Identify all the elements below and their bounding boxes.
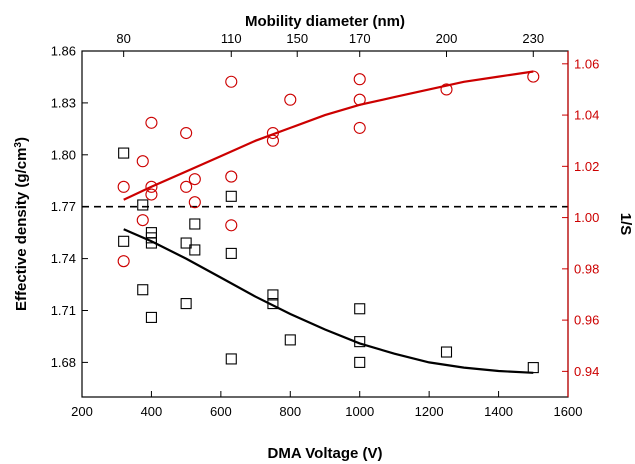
inverse-s-point-19 <box>353 121 366 134</box>
y-left-tick-label-4: 1.80 <box>51 147 76 162</box>
inverse-s-point-14 <box>266 126 279 140</box>
x-tick-label-1: 400 <box>141 404 163 419</box>
inverse-s-point-2 <box>136 155 149 168</box>
x-axis-title: DMA Voltage (V) <box>268 445 383 462</box>
density-point-15 <box>267 289 279 301</box>
density-point-14 <box>225 353 237 365</box>
y-left-tick-label-2: 1.74 <box>51 251 76 266</box>
y-left-tick-label-1: 1.71 <box>51 303 76 318</box>
density-point-1 <box>118 235 130 247</box>
density-point-12 <box>225 190 237 202</box>
top-axis-title: Mobility diameter (nm) <box>245 13 405 30</box>
density-point-10 <box>189 218 201 230</box>
y-right-tick-label-6: 1.06 <box>574 56 599 71</box>
fit-curve-inverse-s <box>123 70 534 201</box>
inverse-s-point-5 <box>145 180 158 193</box>
x-tick-label-0: 200 <box>71 404 93 419</box>
y-left-tick-label-6: 1.86 <box>51 44 76 59</box>
inverse-s-point-9 <box>188 173 201 186</box>
top-tick-label-3: 170 <box>349 31 371 46</box>
x-tick-label-4: 1000 <box>345 404 374 419</box>
inverse-s-point-7 <box>180 126 193 140</box>
inverse-s-point-0 <box>117 180 130 193</box>
density-point-11 <box>189 244 201 256</box>
inverse-s-point-21 <box>527 70 540 83</box>
marks-layer <box>82 70 568 374</box>
density-point-6 <box>145 237 157 249</box>
x-tick-label-3: 800 <box>279 404 301 419</box>
top-tick-label-2: 150 <box>286 31 308 46</box>
left-axis-title-main: Effective density (g/cm <box>13 148 30 311</box>
x-tick-label-6: 1400 <box>484 404 513 419</box>
y-right-tick-label-0: 0.94 <box>574 364 599 379</box>
y-left-tick-label-0: 1.68 <box>51 355 76 370</box>
density-point-13 <box>225 247 237 259</box>
y-left-tick-label-3: 1.77 <box>51 199 76 214</box>
density-point-2 <box>137 199 149 211</box>
inverse-s-point-16 <box>284 93 297 106</box>
top-tick-label-4: 200 <box>436 31 458 46</box>
inverse-s-point-3 <box>136 214 149 227</box>
density-point-19 <box>354 336 366 348</box>
inverse-s-point-17 <box>353 73 366 86</box>
fit-curve-density <box>123 228 534 374</box>
inverse-s-point-15 <box>266 134 279 147</box>
y-right-tick-label-3: 1.00 <box>574 210 599 225</box>
inverse-s-point-13 <box>225 219 238 232</box>
inverse-s-point-1 <box>117 255 130 268</box>
inverse-s-point-8 <box>180 180 193 193</box>
inverse-s-point-18 <box>353 93 366 106</box>
y-right-tick-label-1: 0.96 <box>574 313 599 328</box>
top-tick-label-5: 230 <box>522 31 544 46</box>
right-axis-title: 1/S <box>617 213 634 236</box>
density-point-18 <box>354 303 366 315</box>
left-axis-title-close: ) <box>13 137 30 142</box>
density-point-9 <box>180 298 192 310</box>
y-right-tick-label-2: 0.98 <box>574 261 599 276</box>
x-tick-label-2: 600 <box>210 404 232 419</box>
density-point-8 <box>180 237 192 249</box>
inverse-s-point-11 <box>225 75 238 88</box>
inverse-s-point-6 <box>145 188 158 201</box>
density-point-21 <box>440 346 453 358</box>
left-axis-title-sup: 3 <box>13 142 24 148</box>
top-tick-label-1: 110 <box>221 31 242 46</box>
inverse-s-point-4 <box>145 116 158 129</box>
density-point-17 <box>284 334 296 346</box>
x-tick-label-7: 1600 <box>554 404 583 419</box>
density-point-20 <box>354 356 366 368</box>
density-point-16 <box>267 298 279 310</box>
density-point-7 <box>145 311 157 323</box>
y-right-tick-label-4: 1.02 <box>574 159 599 174</box>
top-tick-label-0: 80 <box>116 31 130 46</box>
plot-frame <box>81 50 569 398</box>
x-tick-label-5: 1200 <box>415 404 444 419</box>
inverse-s-point-20 <box>440 83 453 96</box>
inverse-s-point-10 <box>188 196 201 209</box>
density-point-3 <box>137 284 149 296</box>
inverse-s-point-12 <box>225 170 238 183</box>
ticks-layer: 200 400 600 800 1000 1200 1400 1600 80 110 150 170 2… <box>51 31 600 419</box>
left-axis-title: Effective density (g/cm3) <box>13 137 31 311</box>
density-point-0 <box>118 147 130 159</box>
density-point-22 <box>527 362 539 374</box>
y-right-tick-label-5: 1.04 <box>574 108 599 123</box>
y-left-tick-label-5: 1.83 <box>51 95 76 110</box>
